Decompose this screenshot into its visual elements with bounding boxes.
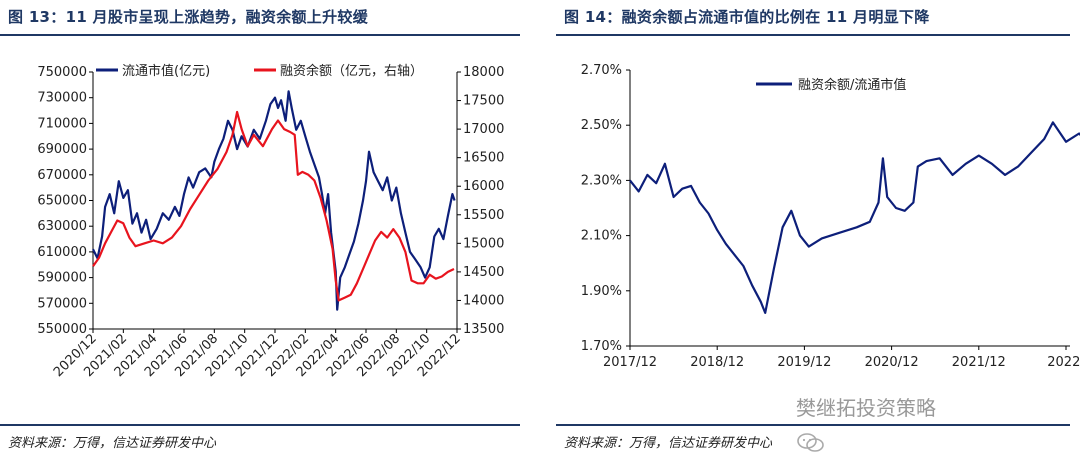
x-tick-label: 2022/	[1047, 355, 1080, 370]
y-tick-label: 2.70%	[581, 63, 622, 78]
y-tick-label: 1.70%	[581, 339, 622, 354]
y-right-tick-label: 14000	[463, 293, 504, 308]
y-tick-label: 2.50%	[581, 118, 622, 133]
right-title-rule	[556, 34, 1070, 36]
y-right-tick-label: 17000	[463, 122, 504, 137]
y-right-tick-label: 14500	[463, 265, 504, 280]
y-left-tick-label: 750000	[37, 65, 87, 80]
y-tick-label: 2.10%	[581, 229, 622, 244]
y-left-tick-label: 730000	[37, 91, 87, 106]
y-tick-label: 2.30%	[581, 173, 622, 188]
y-right-tick-label: 15000	[463, 236, 504, 251]
watermark-text: 樊继拓投资策略	[796, 396, 936, 420]
right-chart: 2.70% 2.50% 2.30% 2.10% 1.90% 1.70%2017/12 201…	[581, 63, 1080, 370]
y-right-tick-label: 15500	[463, 208, 504, 223]
left-chart-source: 资料来源：万得，信达证券研发中心	[8, 436, 217, 451]
y-left-tick-label: 710000	[37, 116, 87, 131]
series-line-margin-balance	[92, 110, 455, 302]
left-chart: 750000 730000 710000 690000 670000 650000 6300…	[37, 63, 504, 380]
y-right-tick-label: 13500	[463, 322, 504, 337]
y-left-tick-label: 670000	[37, 168, 87, 183]
right-source-rule	[556, 424, 1070, 426]
x-tick-label: 2021/12	[952, 355, 1006, 370]
x-tick-label: 2020/12	[865, 355, 919, 370]
watermark: 樊继拓投资策略	[796, 392, 936, 452]
left-source-rule	[0, 424, 520, 426]
legend-label: 流通市值(亿元)	[122, 63, 210, 79]
y-right-tick-label: 16000	[463, 179, 504, 194]
y-left-tick-label: 650000	[37, 194, 87, 209]
series-line-market-cap	[92, 90, 456, 311]
y-right-tick-label: 18000	[463, 65, 504, 80]
right-chart-panel: 图 14：融资余额占流通市值的比例在 11 月明显下降 2.70% 2.50% 2.…	[556, 0, 1080, 460]
y-left-tick-label: 690000	[37, 142, 87, 157]
wechat-icon	[797, 433, 824, 452]
y-left-tick-label: 550000	[37, 322, 87, 337]
y-left-tick-label: 610000	[37, 245, 87, 260]
right-chart-title: 图 14：融资余额占流通市值的比例在 11 月明显下降	[564, 8, 930, 26]
y-right-tick-label: 17500	[463, 94, 504, 109]
series-line-margin-ratio	[629, 121, 1080, 314]
left-chart-panel: 图 13：11 月股市呈现上涨趋势，融资余额上升较缓 750000 730000 7…	[0, 8, 520, 451]
left-chart-title: 图 13：11 月股市呈现上涨趋势，融资余额上升较缓	[8, 8, 368, 26]
x-tick-label: 2019/12	[777, 355, 831, 370]
y-left-tick-label: 570000	[37, 296, 87, 311]
x-tick-label: 2018/12	[690, 355, 744, 370]
legend-label: 融资余额/流通市值	[798, 77, 906, 93]
y-left-tick-label: 630000	[37, 219, 87, 234]
left-title-rule	[0, 34, 520, 36]
y-left-tick-label: 590000	[37, 271, 87, 286]
right-chart-source: 资料来源：万得，信达证券研发中心	[564, 436, 773, 451]
y-tick-label: 1.90%	[581, 284, 622, 299]
x-tick-label: 2017/12	[603, 355, 657, 370]
y-right-tick-label: 16500	[463, 151, 504, 166]
legend-label: 融资余额（亿元，右轴）	[280, 63, 423, 79]
